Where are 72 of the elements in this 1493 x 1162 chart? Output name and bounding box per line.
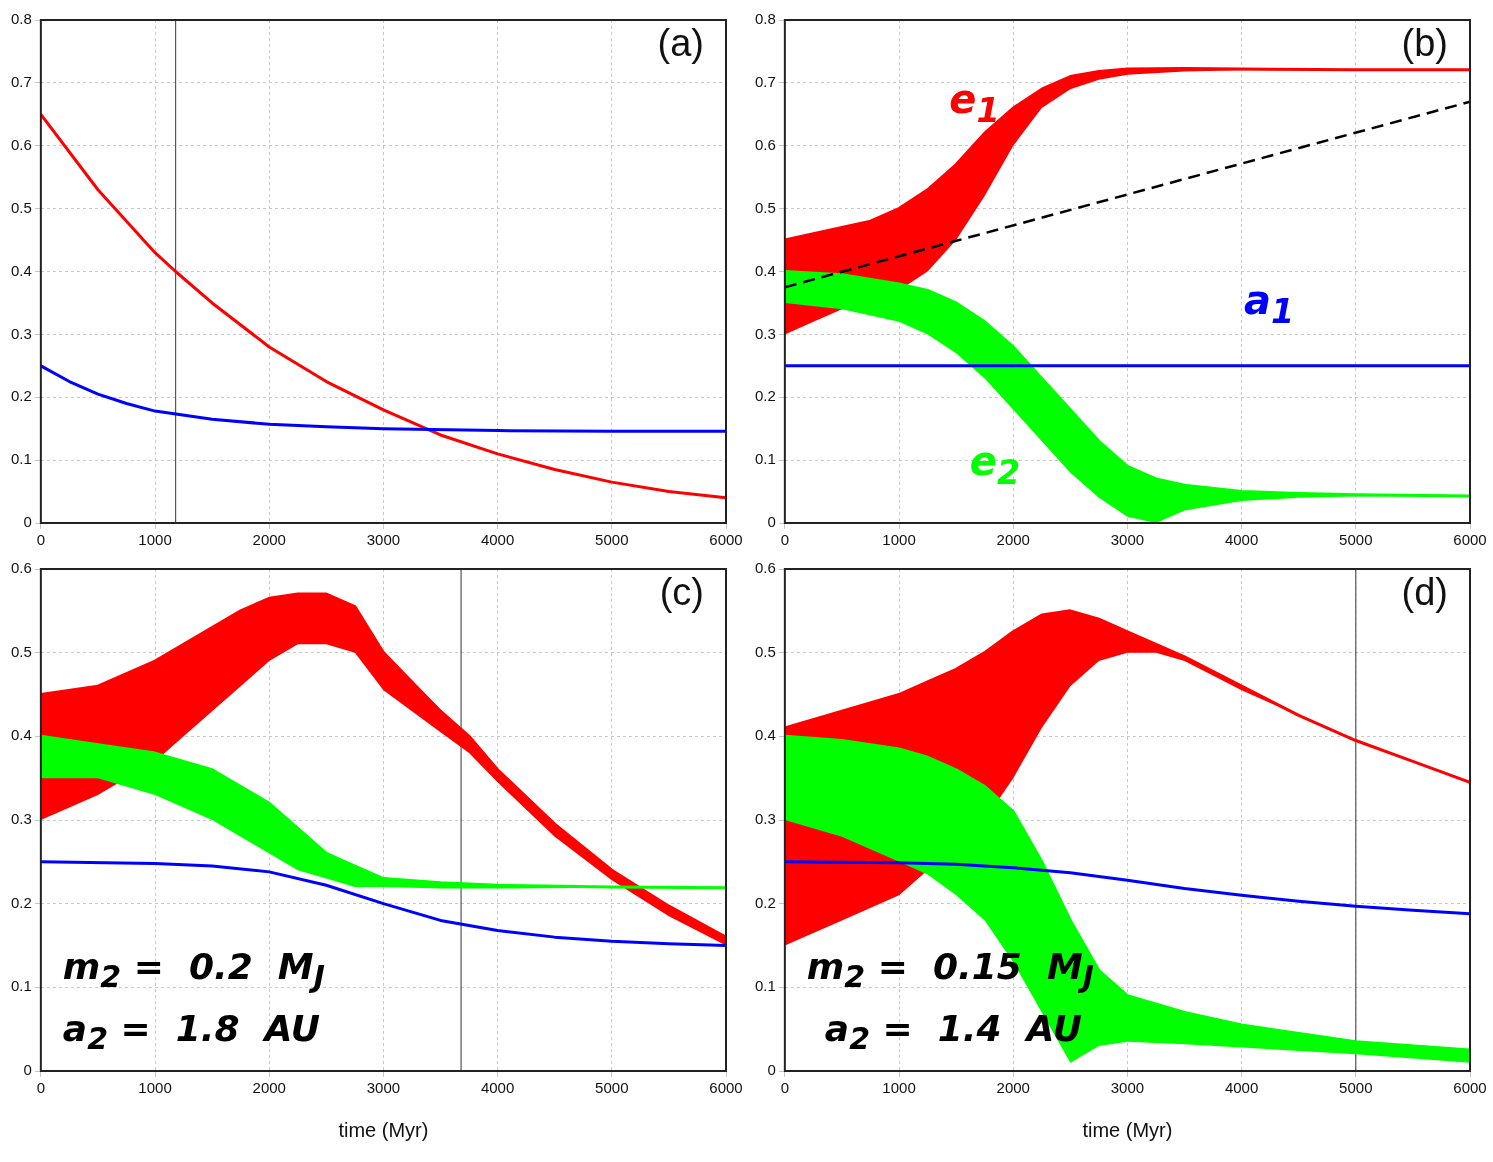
y-tick-label: 0.2 <box>10 893 32 911</box>
y-tick-label: 0.4 <box>10 726 32 744</box>
x-tick-label: 5000 <box>1339 531 1373 549</box>
y-tick-label: 0.3 <box>754 324 776 342</box>
y-tick-label: 0.4 <box>754 726 776 744</box>
y-tick-label: 0.1 <box>10 977 32 995</box>
x-tick-label: 6000 <box>709 531 743 549</box>
x-axis-title: time (Myr) <box>338 1118 429 1141</box>
y-tick-label: 0.5 <box>10 642 32 660</box>
x-tick-label: 6000 <box>1453 1079 1487 1097</box>
x-tick-label: 4000 <box>1224 531 1259 549</box>
x-tick-label: 6000 <box>709 1079 743 1097</box>
y-tick-label: 0 <box>23 1061 32 1079</box>
x-tick-label: 4000 <box>480 1079 515 1097</box>
x-tick-label: 5000 <box>595 531 629 549</box>
y-tick-label: 0.7 <box>754 73 776 91</box>
y-tick-label: 0 <box>23 513 32 531</box>
annotation: a$_{2}$ = 1.8 AU <box>62 1008 321 1057</box>
x-tick-label: 3000 <box>366 531 401 549</box>
y-tick-label: 0.3 <box>10 324 32 342</box>
y-tick-label: 0.1 <box>10 450 32 468</box>
x-tick-label: 4000 <box>1224 1079 1259 1097</box>
y-tick-label: 0.8 <box>754 10 776 28</box>
x-tick-label: 0 <box>36 1079 46 1097</box>
x-tick-label: 4000 <box>480 531 515 549</box>
y-tick-label: 0.8 <box>10 10 32 28</box>
x-tick-label: 6000 <box>1453 531 1487 549</box>
y-tick-label: 0.6 <box>754 135 776 153</box>
x-tick-label: 5000 <box>1339 1079 1373 1097</box>
chart-title: (c) <box>659 571 704 614</box>
y-tick-label: 0.2 <box>754 893 776 911</box>
x-tick-label: 0 <box>780 1079 790 1097</box>
x-tick-label: 2000 <box>252 531 286 549</box>
x-tick-label: 1000 <box>882 1079 916 1097</box>
y-tick-label: 0.3 <box>754 810 776 828</box>
x-tick-label: 1000 <box>882 531 916 549</box>
y-tick-label: 0.4 <box>754 261 776 279</box>
y-tick-label: 0.3 <box>10 810 32 828</box>
y-tick-label: 0.2 <box>10 387 32 405</box>
annotation: m$_{2}$ = 0.15 M$_{J}$ <box>806 946 1094 995</box>
y-tick-label: 0.6 <box>10 559 32 577</box>
series-label: a$_{1}$ <box>1243 276 1295 331</box>
chart-title: (d) <box>1401 571 1448 614</box>
chart-title: (b) <box>1401 22 1448 65</box>
y-tick-label: 0.1 <box>754 977 776 995</box>
y-tick-label: 0.1 <box>754 450 776 468</box>
y-tick-label: 0.2 <box>754 387 776 405</box>
y-tick-label: 0.7 <box>10 73 32 91</box>
y-tick-label: 0.5 <box>754 642 776 660</box>
x-axis-title: time (Myr) <box>1082 1118 1173 1141</box>
series-label: e$_{1}$ <box>949 75 1000 130</box>
x-tick-label: 1000 <box>138 531 172 549</box>
x-tick-label: 0 <box>36 531 46 549</box>
y-tick-label: 0.5 <box>754 198 776 216</box>
y-tick-label: 0 <box>767 513 776 531</box>
y-tick-label: 0.6 <box>754 559 776 577</box>
x-tick-label: 2000 <box>252 1079 286 1097</box>
y-tick-label: 0.4 <box>10 261 32 279</box>
y-tick-label: 0 <box>767 1061 776 1079</box>
x-tick-label: 3000 <box>1110 531 1145 549</box>
x-tick-label: 1000 <box>138 1079 172 1097</box>
series-label: e$_{2}$ <box>969 437 1021 492</box>
annotation: m$_{2}$ = 0.2 M$_{J}$ <box>62 946 325 995</box>
x-tick-label: 5000 <box>595 1079 629 1097</box>
x-tick-label: 0 <box>780 531 790 549</box>
y-tick-label: 0.5 <box>10 198 32 216</box>
y-tick-label: 0.6 <box>10 135 32 153</box>
x-tick-label: 3000 <box>1110 1079 1145 1097</box>
chart-title: (a) <box>657 22 704 65</box>
x-tick-label: 2000 <box>996 531 1030 549</box>
x-tick-label: 3000 <box>366 1079 401 1097</box>
x-tick-label: 2000 <box>996 1079 1030 1097</box>
